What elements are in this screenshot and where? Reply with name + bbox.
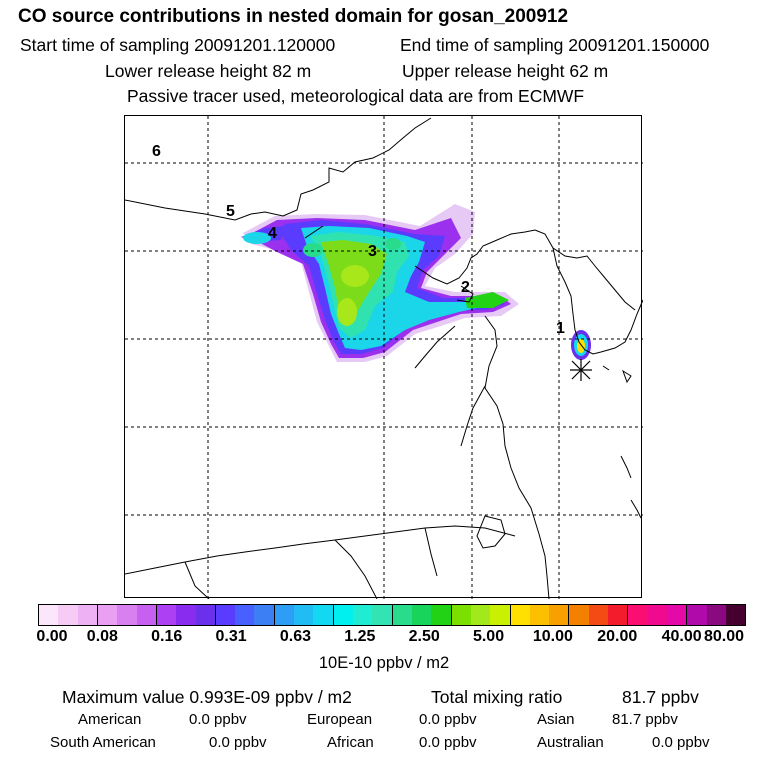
colorbar-swatch [490, 605, 511, 625]
asian-label: Asian [537, 711, 575, 728]
colorbar-tick-label: 0.16 [151, 628, 183, 645]
colorbar-swatch [353, 605, 373, 625]
african-label: African [327, 734, 374, 751]
colorbar-tick-label: 2.50 [408, 628, 440, 645]
colorbar-tick-label: 0.31 [215, 628, 247, 645]
colorbar-swatch [313, 605, 334, 625]
colorbar-swatch [136, 605, 157, 625]
south-american-value: 0.0 ppbv [209, 734, 267, 751]
colorbar-swatch [667, 605, 688, 625]
source-label-4: 4 [268, 225, 277, 242]
colorbar-swatch [687, 605, 707, 625]
colorbar-swatch [608, 605, 629, 625]
colorbar-swatch [451, 605, 471, 625]
colorbar-tick-label: 10.00 [532, 628, 573, 645]
colorbar-swatch [333, 605, 353, 625]
colorbar-swatch [529, 605, 550, 625]
colorbar-tick-label: 40.00 [661, 628, 702, 645]
asian-value: 81.7 ppbv [612, 711, 678, 728]
maximum-value: Maximum value 0.993E-09 ppbv / m2 [62, 687, 352, 707]
map-canvas: 6 5 4 3 2 1 [125, 116, 643, 599]
colorbar-swatch [510, 605, 530, 625]
colorbar-unit: 10E-10 ppbv / m2 [318, 654, 450, 672]
colorbar-swatch [569, 605, 589, 625]
tracer-note: Passive tracer used, meteorological data… [127, 86, 585, 106]
colorbar-swatch [156, 605, 177, 625]
end-time: End time of sampling 20091201.150000 [400, 35, 710, 55]
european-value: 0.0 ppbv [419, 711, 477, 728]
map-panel: 6 5 4 3 2 1 [124, 115, 643, 599]
colorbar-swatch [372, 605, 393, 625]
colorbar-swatch [97, 605, 118, 625]
source-label-1: 1 [556, 320, 565, 337]
australian-label: Australian [537, 734, 604, 751]
co-plume [241, 204, 591, 362]
american-value: 0.0 ppbv [189, 711, 247, 728]
colorbar-swatch [215, 605, 236, 625]
colorbar [38, 604, 746, 626]
colorbar-tick-label: 5.00 [472, 628, 505, 645]
source-label-2: 2 [461, 279, 470, 296]
colorbar-swatch [58, 605, 78, 625]
colorbar-swatch [235, 605, 255, 625]
colorbar-swatch [431, 605, 452, 625]
colorbar-swatch [254, 605, 275, 625]
colorbar-swatch [274, 605, 295, 625]
source-label-3: 3 [368, 243, 377, 260]
australian-value: 0.0 ppbv [652, 734, 710, 751]
colorbar-swatch [470, 605, 491, 625]
colorbar-tick-label: 1.25 [344, 628, 376, 645]
lower-release-height: Lower release height 82 m [105, 61, 312, 81]
colorbar-swatch [77, 605, 98, 625]
colorbar-swatch [549, 605, 570, 625]
colorbar-swatch [39, 605, 59, 625]
start-time: Start time of sampling 20091201.120000 [20, 35, 336, 55]
receptor-marker-icon [570, 359, 592, 381]
colorbar-tick-label: 20.00 [597, 628, 638, 645]
colorbar-tick-label: 0.63 [279, 628, 312, 645]
source-label-6: 6 [152, 143, 161, 160]
colorbar-swatch [588, 605, 609, 625]
total-mixing-value: 81.7 ppbv [622, 687, 699, 707]
source-label-5: 5 [226, 203, 235, 220]
lat-lon-grid [125, 116, 643, 599]
colorbar-swatch [725, 605, 746, 625]
european-label: European [307, 711, 373, 728]
colorbar-swatch [628, 605, 648, 625]
colorbar-tick-label: 0.00 [36, 628, 68, 645]
coastlines [125, 117, 643, 599]
colorbar-swatch [647, 605, 667, 625]
american-label: American [78, 711, 142, 728]
colorbar-swatch [411, 605, 432, 625]
colorbar-swatch [294, 605, 314, 625]
colorbar-swatch [706, 605, 726, 625]
map-title: CO source contributions in nested domain… [18, 6, 569, 27]
south-american-label: South American [50, 734, 156, 751]
upper-release-height: Upper release height 62 m [402, 61, 609, 81]
african-value: 0.0 ppbv [419, 734, 477, 751]
colorbar-swatch [117, 605, 137, 625]
total-mixing-label: Total mixing ratio [431, 687, 563, 707]
colorbar-swatch [176, 605, 196, 625]
colorbar-tick-label: 0.08 [86, 628, 118, 645]
colorbar-swatch [195, 605, 216, 625]
colorbar-swatch [392, 605, 412, 625]
colorbar-tick-label: 80.00 [703, 628, 745, 645]
